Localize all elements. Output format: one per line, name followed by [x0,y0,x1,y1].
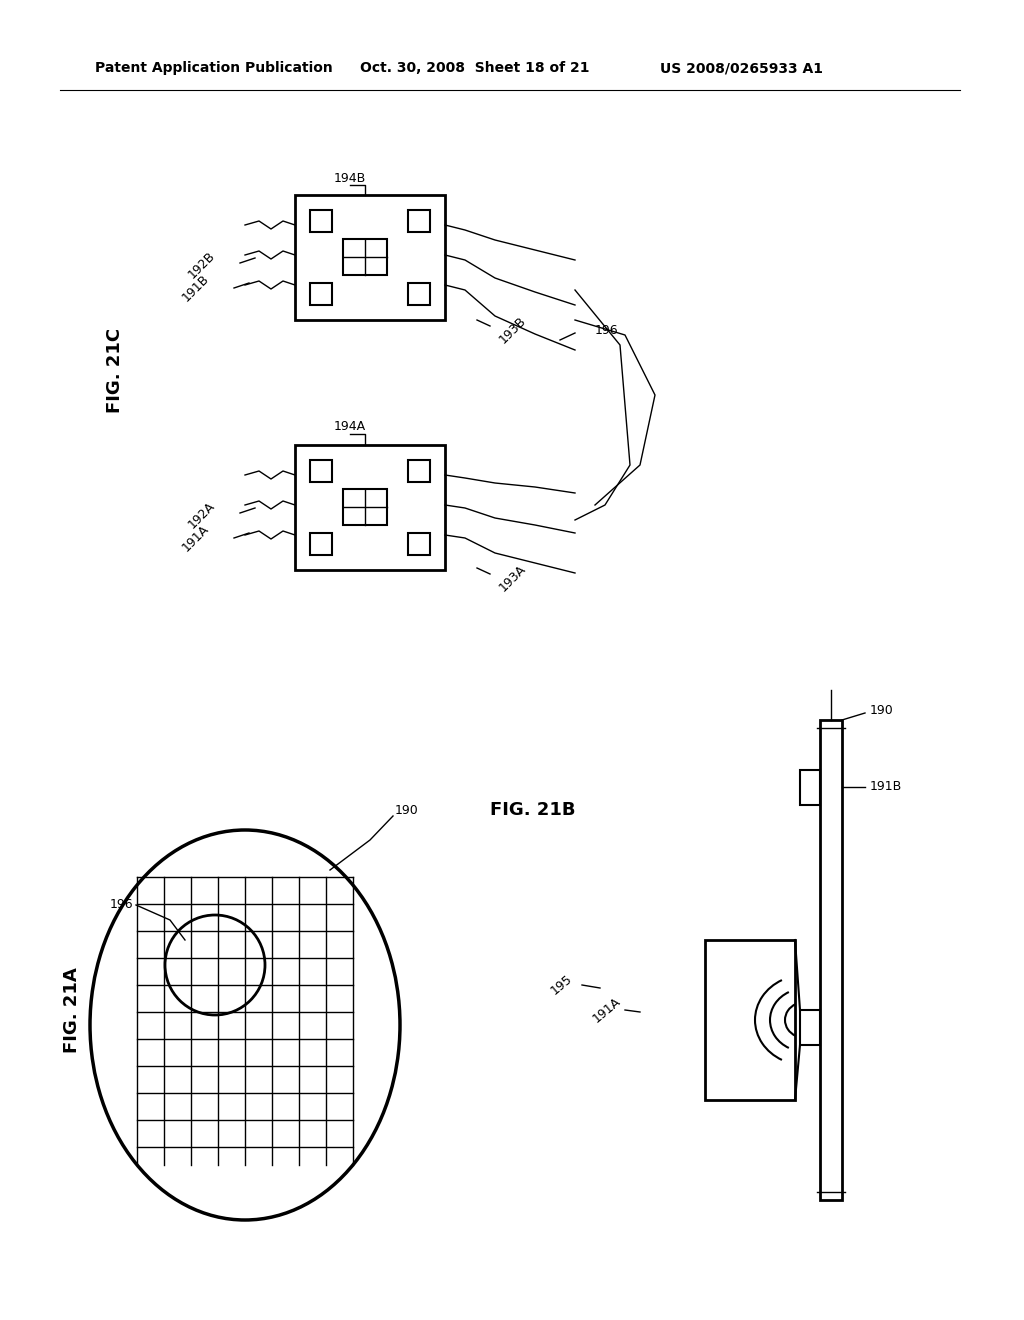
Bar [408,282,430,305]
Bar [705,940,795,1100]
Bar [343,239,387,275]
Bar [310,210,332,232]
Bar [310,459,332,482]
Text: 191B: 191B [180,272,212,304]
Text: 191B: 191B [870,780,902,793]
Bar [800,1010,820,1045]
Text: Oct. 30, 2008  Sheet 18 of 21: Oct. 30, 2008 Sheet 18 of 21 [360,61,590,75]
Text: 196: 196 [595,323,618,337]
Bar [295,195,445,319]
Text: 193B: 193B [497,314,529,346]
Text: 191A: 191A [180,521,212,554]
Text: FIG. 21C: FIG. 21C [106,327,124,413]
Text: 193A: 193A [497,562,529,594]
Text: 194A: 194A [334,421,366,433]
Text: US 2008/0265933 A1: US 2008/0265933 A1 [660,61,823,75]
Bar [408,210,430,232]
Bar [408,533,430,554]
Text: 192B: 192B [186,249,218,281]
Bar [408,459,430,482]
Bar [310,282,332,305]
Bar [343,488,387,525]
Text: 190: 190 [870,704,894,717]
Bar [800,770,820,805]
Text: Patent Application Publication: Patent Application Publication [95,61,333,75]
Bar [295,445,445,570]
Text: 196: 196 [110,899,133,912]
Text: 190: 190 [395,804,419,817]
Text: 195: 195 [548,973,574,998]
Bar [310,533,332,554]
Text: FIG. 21B: FIG. 21B [490,801,575,818]
Text: FIG. 21A: FIG. 21A [63,968,81,1053]
Text: 191A: 191A [590,995,623,1026]
Text: 194B: 194B [334,172,367,185]
Bar [820,719,842,1200]
Text: 192A: 192A [186,499,218,531]
